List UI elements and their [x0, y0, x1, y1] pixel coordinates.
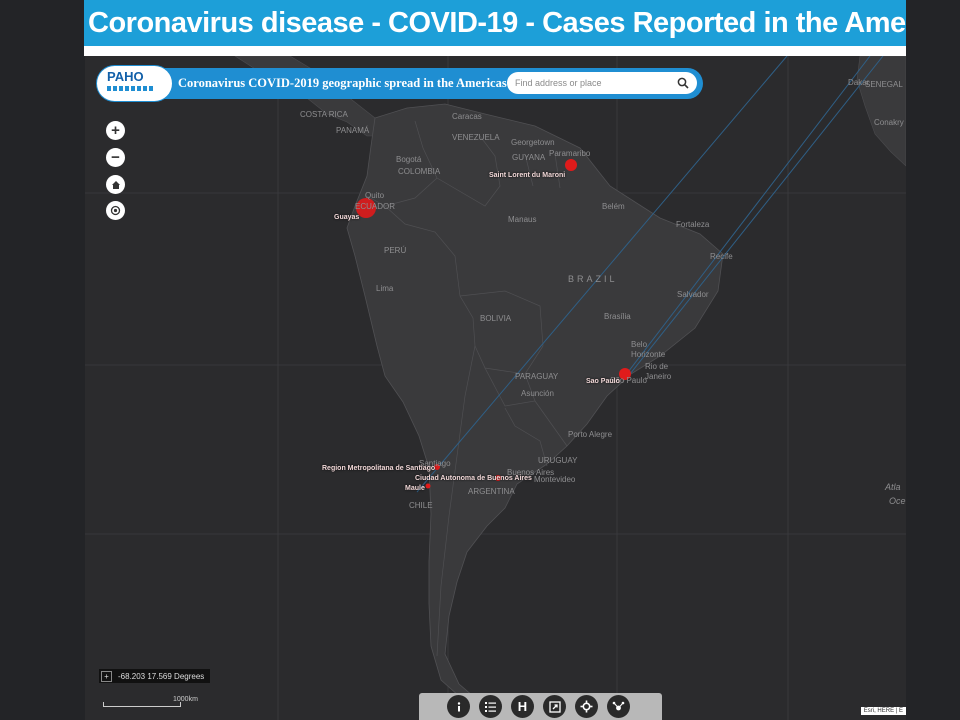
label-santiago: Santiago — [419, 459, 451, 468]
case-label-maule: Maule — [405, 485, 425, 492]
label-colombia: COLOMBIA — [398, 167, 441, 176]
label-buenos-aires: Buenos Aires — [507, 468, 555, 477]
case-marker-sao-paulo — [619, 368, 631, 380]
bottom-toolbar: H — [419, 693, 662, 720]
coordinate-toggle[interactable]: + — [101, 670, 112, 682]
locate-button[interactable] — [106, 201, 125, 220]
legend-button[interactable] — [479, 695, 502, 718]
label-senegal: SENEGAL — [865, 80, 903, 89]
legend-icon — [485, 701, 496, 712]
title-separator — [84, 46, 906, 56]
basemap — [85, 56, 906, 720]
h-icon: H — [517, 699, 528, 714]
label-porto-alegre: Porto Alegre — [568, 430, 613, 439]
label-paramaribo: Paramaribo — [549, 149, 591, 158]
label-bolivia: BOLIVIA — [480, 314, 512, 323]
case-label-saint-laurent: Saint Lorent du Maroni — [489, 172, 566, 179]
app-header: PAHO Coronavirus COVID-2019 geographic s… — [97, 66, 703, 101]
logo-subtext-mark — [107, 86, 155, 91]
settings-icon — [580, 700, 593, 713]
case-marker-buenos-aires — [495, 475, 501, 481]
label-belem: Belém — [602, 202, 625, 211]
home-icon — [111, 180, 120, 189]
search-box — [507, 72, 697, 94]
case-marker-maule — [425, 483, 431, 489]
settings-button[interactable] — [575, 695, 598, 718]
coordinate-text: -68.203 17.569 Degrees — [118, 671, 205, 681]
h-button[interactable]: H — [511, 695, 534, 718]
home-button[interactable] — [106, 175, 125, 194]
zoom-in-button[interactable]: + — [106, 121, 125, 140]
logo-text: PAHO — [107, 69, 144, 84]
label-belo-horizonte: Belo Horizonte — [631, 340, 666, 359]
label-brasilia: Brasília — [604, 312, 631, 321]
coordinate-readout: + -68.203 17.569 Degrees — [99, 669, 211, 683]
info-icon — [457, 701, 460, 711]
scale-label: 1000km — [173, 696, 198, 703]
label-rio: Rio de Janeiro — [645, 362, 672, 381]
info-button[interactable] — [447, 695, 470, 718]
label-ocean: Oce — [889, 496, 906, 506]
tools-icon — [612, 701, 625, 710]
label-manaus: Manaus — [508, 215, 537, 224]
case-label-guayas: Guayas — [334, 214, 360, 221]
slide-title: Coronavirus disease - COVID-19 - Cases R… — [84, 0, 906, 46]
label-quito: Quito — [365, 191, 385, 200]
case-label-sao-paulo: Sao Paulo — [586, 378, 620, 385]
label-montevideo: Montevideo — [534, 475, 576, 484]
case-marker-guayas — [356, 198, 376, 218]
search-input[interactable] — [515, 75, 665, 91]
attribution: Esri, HERE | E — [860, 707, 906, 715]
label-ecuador: ECUADOR — [355, 202, 396, 211]
label-venezuela: VENEZUELA — [452, 133, 500, 142]
label-dakar: Dakar — [848, 78, 870, 87]
case-label-buenos-aires-region: Ciudad Autonoma de Buenos Aires — [415, 475, 532, 482]
label-georgetown: Georgetown — [511, 138, 555, 147]
label-caracas: Caracas — [452, 112, 482, 121]
label-guyana: GUYANA — [512, 153, 546, 162]
label-uruguay: URUGUAY — [538, 456, 578, 465]
label-brazil: BRAZIL — [568, 274, 618, 284]
label-paraguay: PARAGUAY — [515, 372, 559, 381]
label-atlantic: Atla — [885, 482, 901, 492]
search-icon — [677, 77, 689, 89]
label-chile: CHILE — [409, 501, 433, 510]
case-marker-santiago — [434, 464, 440, 470]
scale-bar — [103, 702, 181, 707]
share-icon — [548, 700, 561, 713]
label-argentina: ARGENTINA — [468, 487, 515, 496]
label-costa-rica: COSTA RICA — [300, 110, 348, 119]
label-peru: PERÚ — [384, 246, 407, 255]
map-view[interactable]: COSTA RICA PANAMÁ Caracas VENEZUELA Geor… — [85, 56, 906, 720]
label-recife: Recife — [710, 252, 733, 261]
tools-button[interactable] — [607, 695, 630, 718]
label-fortaleza: Fortaleza — [676, 220, 710, 229]
case-marker-saint-laurent — [565, 159, 577, 171]
search-button[interactable] — [673, 74, 693, 92]
app-title: Coronavirus COVID-2019 geographic spread… — [178, 76, 507, 90]
label-bogota: Bogotá — [396, 155, 422, 164]
share-button[interactable] — [543, 695, 566, 718]
paho-logo: PAHO — [97, 66, 172, 101]
label-sao-paulo-city: São Paulo — [610, 376, 647, 385]
label-conakry: Conakry — [874, 118, 904, 127]
label-panama: PANAMÁ — [336, 126, 370, 135]
label-asuncion: Asunción — [521, 389, 554, 398]
locate-icon — [110, 205, 121, 216]
label-lima: Lima — [376, 284, 394, 293]
case-label-santiago-region: Region Metropolitana de Santiago — [322, 465, 436, 472]
zoom-out-button[interactable]: − — [106, 148, 125, 167]
label-salvador: Salvador — [677, 290, 709, 299]
